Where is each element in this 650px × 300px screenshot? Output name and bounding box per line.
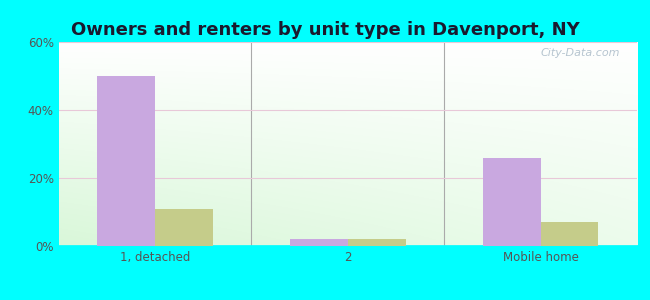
Bar — [155, 208, 213, 246]
Bar — [348, 239, 406, 246]
Bar — [97, 76, 155, 246]
Bar — [290, 239, 348, 246]
Bar — [483, 158, 541, 246]
Text: City-Data.com: City-Data.com — [540, 48, 619, 58]
Bar — [541, 222, 599, 246]
Legend: Owner occupied units, Renter occupied units: Owner occupied units, Renter occupied un… — [176, 297, 520, 300]
Text: Owners and renters by unit type in Davenport, NY: Owners and renters by unit type in Daven… — [71, 21, 579, 39]
